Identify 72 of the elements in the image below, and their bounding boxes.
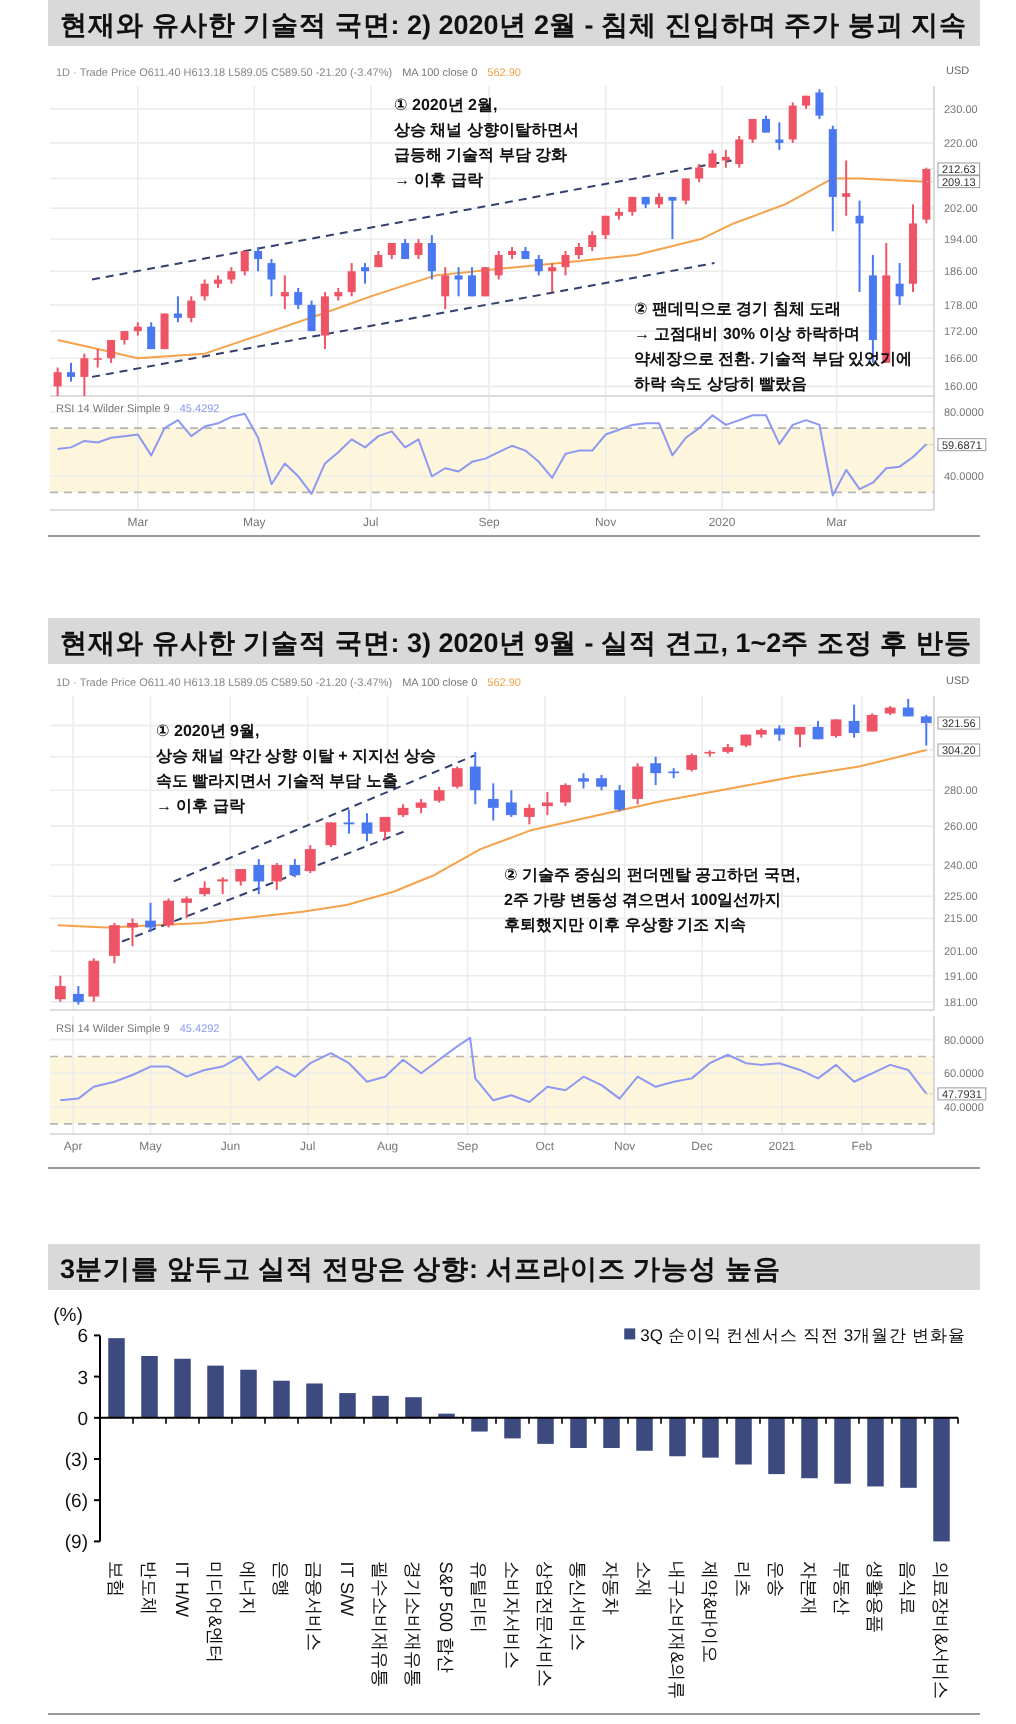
bar (801, 1417, 818, 1479)
bar (306, 1383, 323, 1418)
chart-title: 3분기를 앞두고 실적 전망은 상향: 서프라이즈 가능성 높음 (60, 1254, 781, 1284)
line-series (59, 1036, 928, 1103)
bar (273, 1380, 290, 1418)
bar (834, 1417, 851, 1484)
legend-label: 3Q 순이익 컨센서스 직전 3개월간 변화율 (640, 1325, 966, 1346)
x-tick-label: 경기소비재유통 (402, 1561, 423, 1688)
x-tick-label: 에너지 (237, 1561, 258, 1616)
bar (768, 1417, 785, 1475)
bar (471, 1417, 488, 1432)
annotation: ② 팬데믹으로 경기 침체 도래 → 고점대비 30% 이상 하락하며 약세장으로 전환. 기술적 부담 있었기에 하락 속도 상당히 빨랐음 (634, 300, 913, 393)
x-tick-label: 필수소비재유통 (369, 1561, 390, 1688)
y-tick-label: 6 (77, 1326, 88, 1349)
x-tick-label: 제약&바이오 (699, 1561, 720, 1664)
bar (240, 1369, 257, 1418)
x-tick-label: IT S/W (336, 1561, 357, 1618)
bar (174, 1358, 191, 1418)
bar (537, 1417, 554, 1444)
y-tick-label: (6) (64, 1491, 88, 1514)
x-tick-label: 통신서비스 (567, 1561, 588, 1652)
x-tick-label: 생활용품 (864, 1561, 885, 1634)
bar (405, 1397, 422, 1418)
bar (867, 1417, 884, 1487)
x-tick-label: 보험 (105, 1561, 126, 1598)
x-tick-label: 자동차 (600, 1561, 621, 1616)
bar (339, 1393, 356, 1418)
x-tick-label: 소재 (633, 1561, 654, 1598)
bar (570, 1417, 587, 1449)
bar (702, 1417, 719, 1458)
line-series (56, 748, 928, 929)
chart-title: 현재와 유사한 기술적 국면: 3) 2020년 9월 - 실적 견고, 1~2주 조정 후 반등 (60, 628, 972, 658)
bar (603, 1417, 620, 1449)
x-tick-label: 반도체 (138, 1561, 159, 1616)
x-tick-label: 금융서비스 (303, 1561, 324, 1652)
bar (933, 1417, 950, 1542)
x-tick-label: 유틸리티 (468, 1561, 489, 1634)
y-tick-label: 0 (77, 1408, 88, 1431)
x-tick-label: 운송 (765, 1561, 786, 1598)
y-tick-label: (9) (64, 1532, 88, 1555)
y-axis-title: (%) (53, 1305, 83, 1328)
x-tick-label: IT H/W (171, 1561, 192, 1619)
x-tick-label: S&P 500 합산 (435, 1561, 456, 1674)
x-tick-label: 내구소비재&의류 (666, 1561, 687, 1700)
annotation: ① 2020년 2월, 상승 채널 상향이탈하면서 급등해 기술적 부담 강화 → 이후 급락 (394, 96, 579, 189)
bar (372, 1395, 389, 1418)
x-tick-label: 자본재 (798, 1561, 819, 1616)
bar (504, 1417, 521, 1439)
x-tick-label: 리츠 (732, 1561, 753, 1598)
annotation: ① 2020년 9월, 상승 채널 약간 상향 이탈 + 지지선 상승 속도 빨라지면서 기술적 부담 노출 → 이후 급락 (156, 722, 437, 815)
x-tick-label: 소비자서비스 (501, 1561, 522, 1670)
line-series (56, 412, 928, 497)
x-tick-label: 부동산 (831, 1561, 852, 1616)
y-tick-label: 3 (77, 1367, 88, 1390)
bar (735, 1417, 752, 1465)
bar (900, 1417, 917, 1488)
bar (636, 1417, 653, 1451)
title-bar: 현재와 유사한 기술적 국면: 2) 2020년 2월 - 침체 진입하며 주가 붕괴 지속 (48, 0, 980, 46)
bar (108, 1338, 125, 1418)
title-bar: 현재와 유사한 기술적 국면: 3) 2020년 9월 - 실적 견고, 1~2주 조정 후 반등 (48, 618, 980, 664)
bar (141, 1356, 158, 1418)
x-tick-label: 음식료 (897, 1561, 918, 1616)
chart-title: 현재와 유사한 기술적 국면: 2) 2020년 2월 - 침체 진입하며 주가 붕괴 지속 (60, 10, 968, 40)
annotation: ② 기술주 중심의 펀더멘탈 공고하던 국면, 2주 가량 변동성 겪으면서 100일선까지 후퇴했지만 이후 우상향 기조 지속 (504, 866, 801, 934)
title-bar: 3분기를 앞두고 실적 전망은 상향: 서프라이즈 가능성 높음 (48, 1244, 980, 1290)
x-tick-label: 은행 (270, 1561, 291, 1598)
bar (207, 1365, 224, 1418)
x-tick-label: 상업전문서비스 (534, 1561, 555, 1688)
x-tick-label: 의료장비&서비스 (930, 1561, 951, 1700)
x-tick-label: 미디어&엔터 (204, 1561, 225, 1664)
bar (669, 1417, 686, 1457)
y-tick-label: (3) (64, 1450, 88, 1472)
